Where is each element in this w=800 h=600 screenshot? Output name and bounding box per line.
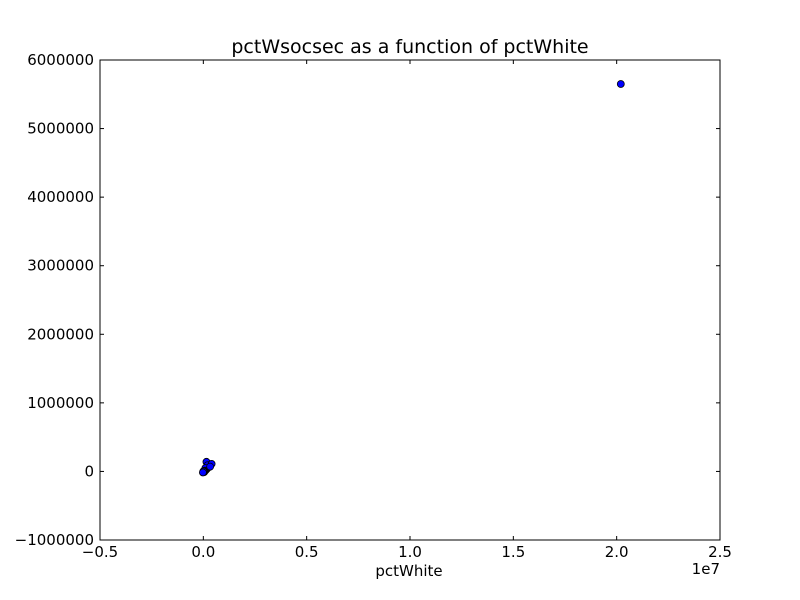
y-tick-label: 4000000	[27, 188, 94, 206]
data-point	[206, 462, 215, 471]
y-tick-label: 5000000	[27, 120, 94, 138]
data-point	[199, 468, 207, 477]
chart-title: pctWsocsec as a function of pctWhite	[231, 36, 588, 58]
x-tick-label: 0.0	[191, 543, 215, 561]
x-tick-label: 0.5	[295, 543, 319, 561]
y-tick-label: −1000000	[15, 531, 94, 549]
y-tick-label: 2000000	[27, 325, 94, 343]
axis-ticks: −0.5 0.0 0.5 1.0 1.5 2.0 2.5 −1000000 0 1000000 20…	[15, 51, 732, 561]
data-points	[199, 80, 625, 477]
y-tick-label: 3000000	[27, 257, 94, 275]
x-tick-label: 1.5	[501, 543, 525, 561]
data-point	[616, 80, 625, 88]
y-tick-label: 1000000	[27, 394, 94, 412]
plot-frame	[99, 59, 721, 541]
x-axis-label: pctWhite	[375, 562, 442, 580]
x-tick-label: 2.0	[605, 543, 629, 561]
x-tick-label: 1.0	[398, 543, 422, 561]
y-tick-label: 6000000	[27, 51, 94, 69]
x-offset-label: 1e7	[692, 560, 720, 578]
x-tick-label: −0.5	[82, 543, 118, 561]
y-tick-label: 0	[84, 462, 94, 480]
x-tick-label: 2.5	[708, 543, 732, 561]
